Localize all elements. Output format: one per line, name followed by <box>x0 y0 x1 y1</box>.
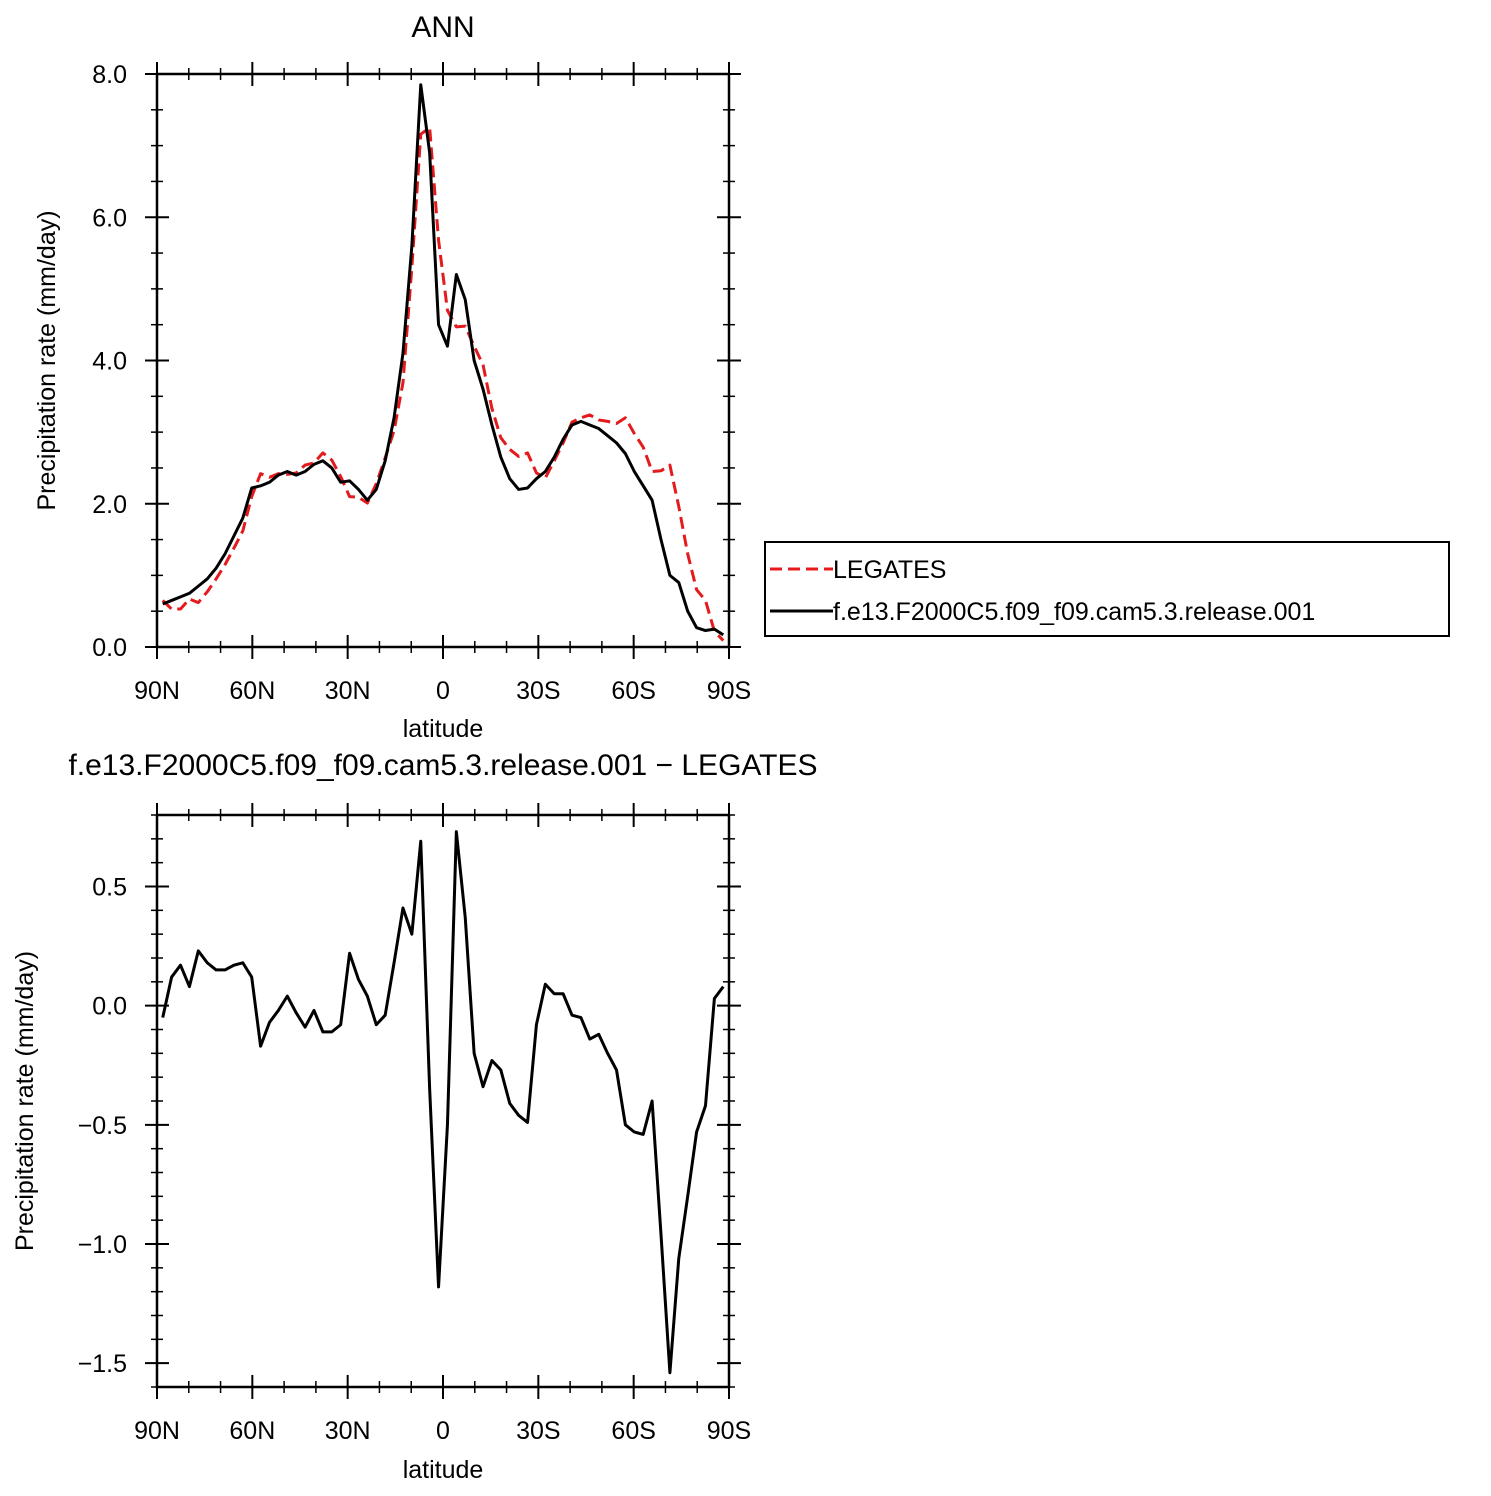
x-tick-label: 60N <box>229 677 275 705</box>
chart-title: ANN <box>411 11 474 44</box>
x-axis-label: latitude <box>403 1456 484 1484</box>
y-tick-label: 0.0 <box>92 993 127 1021</box>
x-tick-label: 90N <box>134 1417 180 1445</box>
y-tick-label: 4.0 <box>92 348 127 376</box>
y-tick-label: −0.5 <box>78 1112 127 1140</box>
x-axis-label: latitude <box>403 715 484 743</box>
legend-label: f.e13.F2000C5.f09_f09.cam5.3.release.001 <box>833 598 1315 626</box>
x-tick-label: 60S <box>611 677 655 705</box>
data-line <box>161 126 725 642</box>
y-tick-label: 2.0 <box>92 491 127 519</box>
x-tick-label: 30N <box>325 677 371 705</box>
plot-frame <box>155 72 731 649</box>
y-tick-label: 0.5 <box>92 874 127 902</box>
x-tick-label: 30S <box>516 1417 560 1445</box>
x-tick-label: 30S <box>516 677 560 705</box>
y-tick-label: 6.0 <box>92 204 127 232</box>
legend-label: LEGATES <box>833 556 946 584</box>
x-tick-label: 90S <box>707 677 751 705</box>
y-tick-label: −1.5 <box>78 1350 127 1378</box>
x-tick-label: 0 <box>436 677 450 705</box>
data-line <box>162 83 725 637</box>
y-tick-label: 0.0 <box>92 634 127 662</box>
x-tick-label: 0 <box>436 1417 450 1445</box>
y-tick-label: 8.0 <box>92 61 127 89</box>
y-axis-label: Precipitation rate (mm/day) <box>33 210 61 510</box>
x-tick-label: 90S <box>707 1417 751 1445</box>
y-axis-label: Precipitation rate (mm/day) <box>11 951 39 1251</box>
x-tick-label: 60S <box>611 1417 655 1445</box>
x-tick-label: 90N <box>134 677 180 705</box>
data-line <box>161 830 725 1375</box>
chart-title: f.e13.F2000C5.f09_f09.cam5.3.release.001… <box>68 749 817 782</box>
plot-frame <box>155 813 731 1389</box>
y-tick-label: −1.0 <box>78 1231 127 1259</box>
x-tick-label: 60N <box>229 1417 275 1445</box>
x-tick-label: 30N <box>325 1417 371 1445</box>
legend-box <box>764 541 1450 637</box>
